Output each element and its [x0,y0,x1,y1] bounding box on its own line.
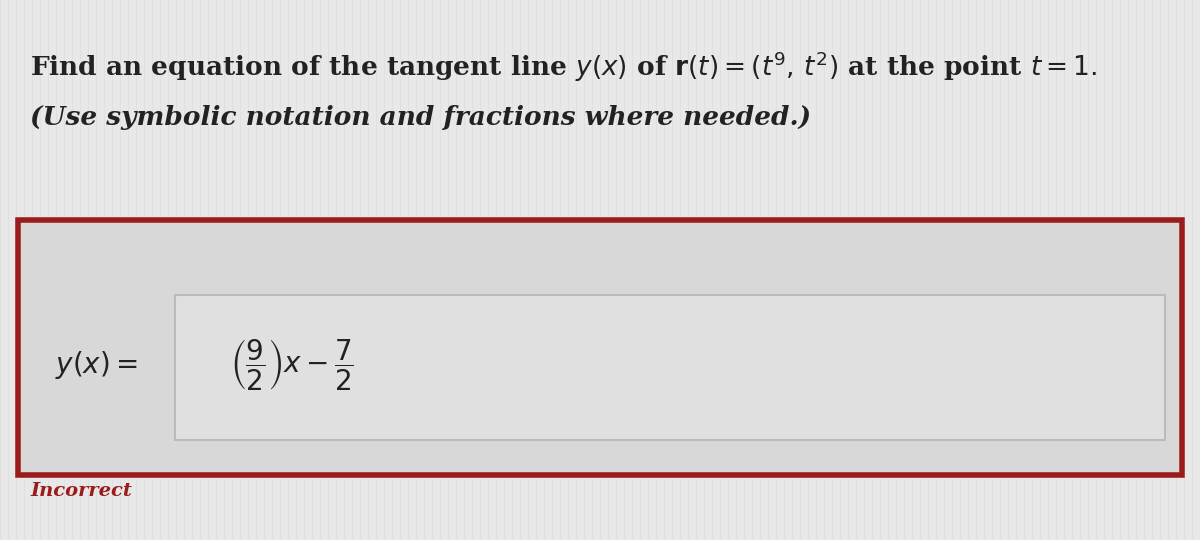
Text: Incorrect: Incorrect [30,482,132,500]
Text: Find an equation of the tangent line $y(x)$ of $\mathbf{r}(t) = (t^9,\, t^2)$ at: Find an equation of the tangent line $y(… [30,50,1097,84]
FancyBboxPatch shape [175,295,1165,440]
Text: $\left(\dfrac{9}{2}\right)x - \dfrac{7}{2}$: $\left(\dfrac{9}{2}\right)x - \dfrac{7}{… [230,338,354,393]
Text: (Use symbolic notation and fractions where needed.): (Use symbolic notation and fractions whe… [30,105,811,130]
Text: $y(x) =$: $y(x) =$ [55,349,138,381]
FancyBboxPatch shape [18,220,1182,475]
